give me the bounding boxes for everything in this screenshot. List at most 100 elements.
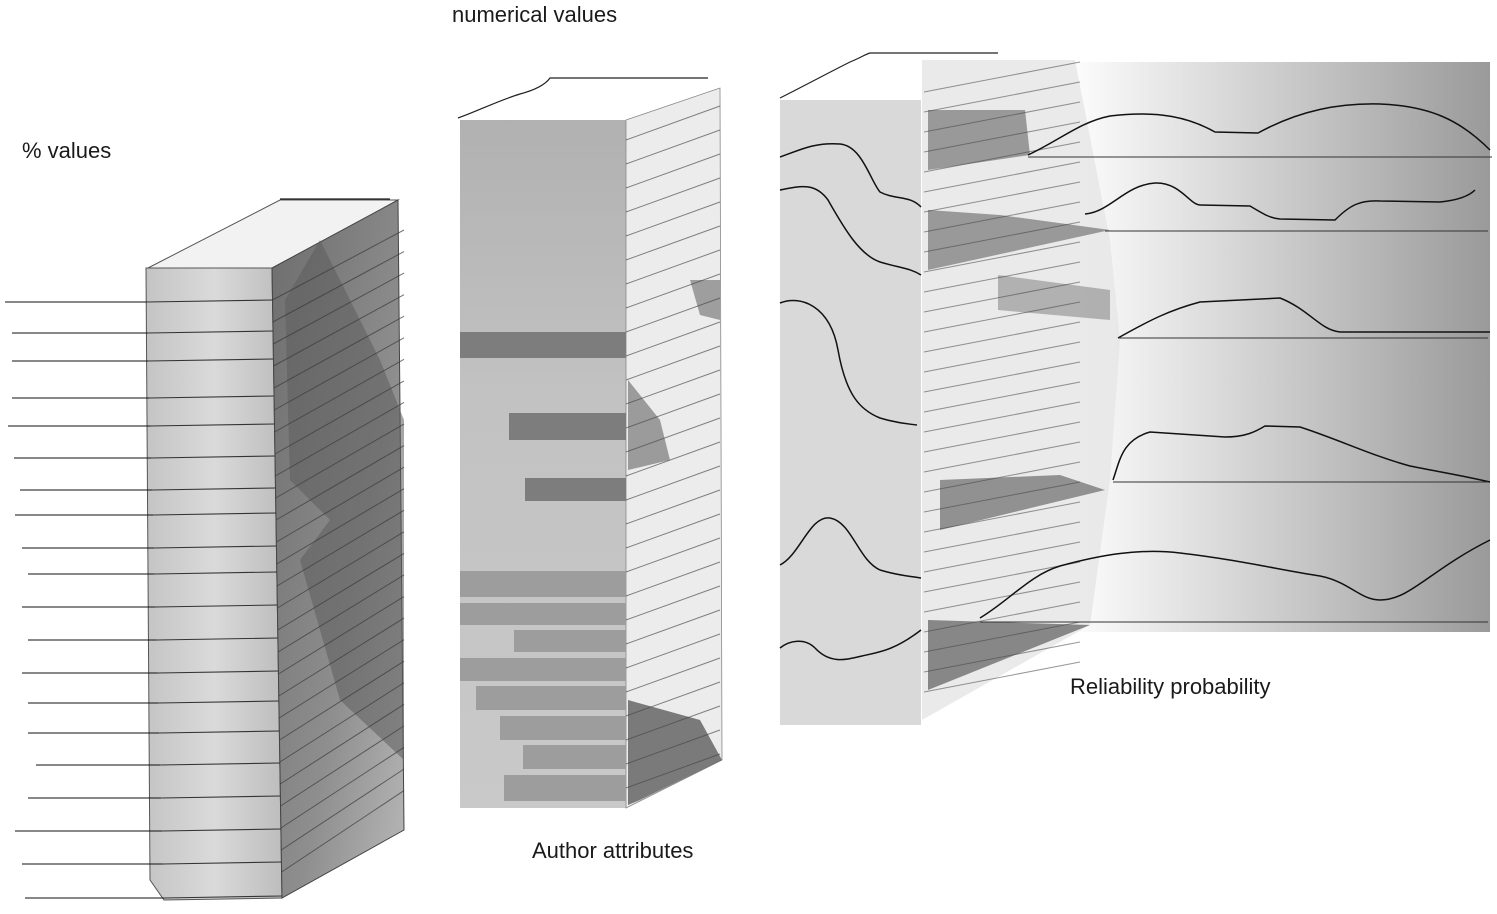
sketch-hatch bbox=[625, 369, 721, 405]
author-attributes-label: Author attributes bbox=[532, 838, 694, 863]
reliability-probability-label: Reliability probability bbox=[1070, 674, 1271, 699]
reliability-curve-left bbox=[779, 629, 922, 661]
sketch-hatch bbox=[625, 201, 721, 237]
reliability-curve-left bbox=[779, 185, 922, 276]
attribute-bar bbox=[476, 686, 626, 710]
sketch-hatch bbox=[625, 729, 721, 765]
sketch-hatch bbox=[276, 488, 405, 565]
stratum-line bbox=[156, 637, 278, 641]
sketch-hatch bbox=[278, 596, 405, 675]
sketch-hatch bbox=[923, 161, 1081, 193]
sketch-hatch bbox=[923, 561, 1081, 593]
sketch-hatch bbox=[625, 345, 721, 381]
percent-values-block bbox=[5, 198, 405, 901]
stratum-line bbox=[159, 730, 280, 734]
sketch-hatch bbox=[280, 725, 405, 807]
attribute-bar bbox=[509, 413, 626, 440]
sketch-hatch bbox=[625, 441, 721, 477]
sketch-hatch bbox=[625, 753, 721, 789]
stratum-line bbox=[161, 795, 281, 799]
sketch-hatch bbox=[278, 617, 405, 697]
numerical-block-top bbox=[457, 77, 708, 119]
sketch-hatch bbox=[923, 81, 1081, 113]
sketch-hatch bbox=[273, 294, 405, 367]
stratum-line bbox=[150, 423, 275, 427]
sketch-hatch bbox=[625, 417, 721, 453]
sketch-hatch bbox=[923, 241, 1081, 273]
stratum-line bbox=[155, 604, 278, 608]
sketch-hatch bbox=[625, 585, 721, 621]
sketch-hatch bbox=[923, 361, 1081, 393]
stratum-line bbox=[158, 700, 279, 704]
reliability-block bbox=[779, 52, 1492, 725]
sketch-hatch bbox=[625, 705, 721, 741]
sketch-hatch bbox=[923, 181, 1081, 213]
sketch-hatch bbox=[923, 521, 1081, 553]
sketch-hatch bbox=[625, 561, 721, 597]
reliability-curve-left bbox=[779, 142, 922, 208]
reliability-block-top bbox=[779, 52, 998, 99]
sketch-hatch bbox=[272, 251, 405, 323]
sketch-hatch bbox=[923, 101, 1081, 133]
sketch-hatch bbox=[923, 481, 1081, 513]
sketch-hatch bbox=[273, 315, 405, 389]
sketch-hatch bbox=[625, 657, 721, 693]
sketch-hatch bbox=[625, 489, 721, 525]
sketch-hatch bbox=[923, 121, 1081, 153]
sketch-hatch bbox=[281, 790, 405, 873]
sketch-hatch bbox=[275, 423, 405, 499]
sketch-hatch bbox=[625, 297, 721, 333]
sketch-hatch bbox=[923, 601, 1081, 633]
sketch-hatch bbox=[272, 272, 405, 345]
stratum-line bbox=[146, 299, 273, 303]
sketch-hatch bbox=[923, 341, 1081, 373]
stratum-line bbox=[160, 762, 280, 766]
reliability-curve-right bbox=[1112, 425, 1491, 483]
sketch-hatch bbox=[275, 445, 405, 521]
sketch-hatch bbox=[923, 221, 1081, 253]
stratum-line bbox=[154, 571, 277, 575]
sketch-hatch bbox=[272, 229, 405, 301]
sketch-hatch bbox=[277, 531, 405, 609]
numerical-values-block bbox=[457, 77, 723, 809]
sketch-hatch bbox=[625, 225, 721, 261]
attribute-bar bbox=[500, 716, 626, 740]
stratum-line bbox=[151, 455, 276, 459]
stratum-line bbox=[148, 358, 274, 362]
sketch-hatch bbox=[625, 609, 721, 645]
reliability-curve-right bbox=[1027, 103, 1491, 156]
sketch-hatch bbox=[625, 129, 721, 165]
stratum-line bbox=[162, 828, 281, 832]
sketch-hatch bbox=[923, 281, 1081, 313]
sketch-hatch bbox=[625, 249, 721, 285]
reliability-curve-left bbox=[779, 517, 922, 579]
sketch-hatch bbox=[923, 381, 1081, 413]
sketch-hatch bbox=[274, 337, 405, 411]
sketch-hatch bbox=[278, 639, 405, 719]
stratum-line bbox=[149, 395, 275, 399]
sketch-hatch bbox=[274, 358, 405, 433]
sketch-hatch bbox=[279, 682, 405, 763]
sketch-hatch bbox=[923, 581, 1081, 613]
sketch-hatch bbox=[625, 513, 721, 549]
sketch-hatch bbox=[625, 321, 721, 357]
sketch-hatch bbox=[923, 201, 1081, 233]
sketch-hatch bbox=[923, 661, 1081, 693]
sketch-hatch bbox=[279, 660, 405, 741]
sketch-hatch bbox=[277, 552, 405, 631]
sketch-hatch bbox=[280, 747, 405, 829]
sketch-hatch bbox=[923, 61, 1081, 93]
sketch-hatch bbox=[625, 393, 721, 429]
sketch-hatch bbox=[923, 321, 1081, 353]
percent-values-label: % values bbox=[22, 138, 112, 163]
attribute-bar bbox=[525, 478, 626, 501]
sketch-hatch bbox=[625, 465, 721, 501]
attribute-bar bbox=[460, 658, 626, 681]
sketch-hatch bbox=[923, 501, 1081, 533]
stratum-line bbox=[153, 545, 277, 549]
sketch-hatch bbox=[625, 681, 721, 717]
percent-block-front bbox=[145, 267, 283, 901]
sketch-hatch bbox=[275, 402, 405, 477]
sketch-hatch bbox=[625, 273, 721, 309]
sketch-hatch bbox=[625, 105, 721, 141]
